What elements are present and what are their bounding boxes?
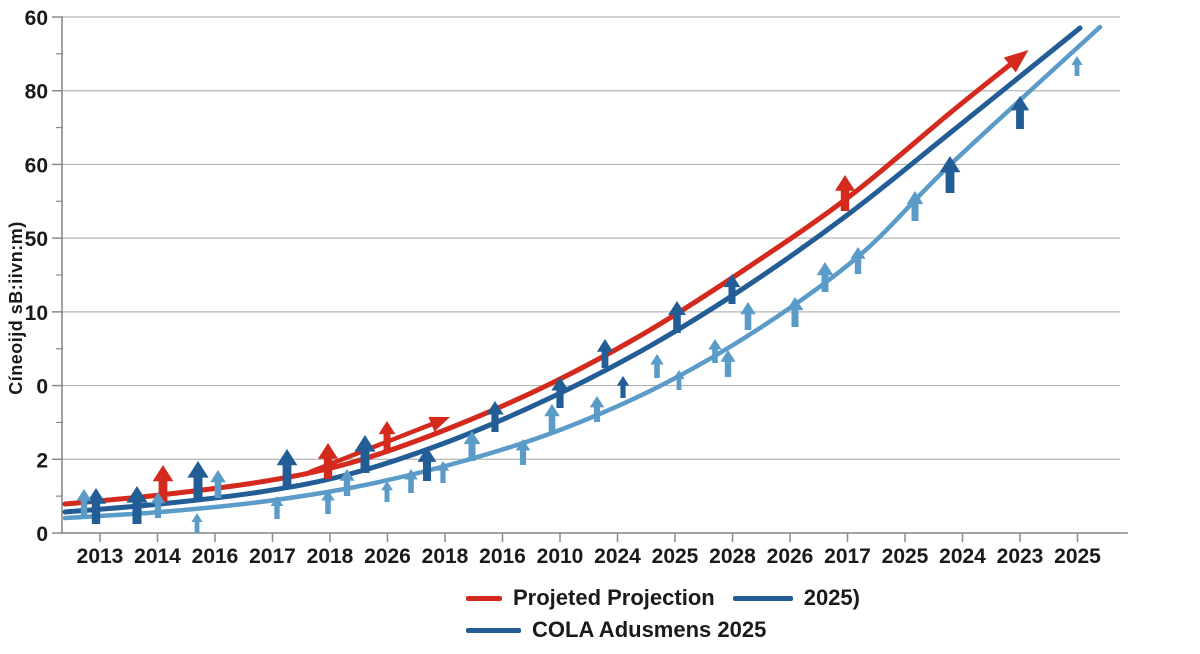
red-annotation-arrowhead — [428, 416, 450, 432]
arrow-marker-light-blue — [436, 461, 450, 483]
arrow-marker-dark-blue — [486, 401, 504, 432]
arrow-marker-red — [317, 443, 339, 479]
y-tick-label: 80 — [25, 81, 48, 104]
x-tick-label: 2017 — [824, 545, 871, 568]
arrow-marker-light-blue — [786, 297, 804, 327]
arrow-marker-light-blue — [339, 469, 355, 496]
x-tick-label: 2018 — [307, 545, 354, 568]
arrow-marker-light-blue — [708, 339, 722, 363]
y-axis-title: Cíneoijd sB:iivn:m) — [6, 221, 26, 395]
legend-item-2025: 2025) — [732, 585, 860, 611]
x-tick-label: 2013 — [77, 545, 124, 568]
y-tick-label: 10 — [25, 302, 48, 325]
arrow-marker-light-blue — [381, 481, 393, 502]
arrow-marker-dark-blue — [276, 449, 298, 486]
y-tick-label: 60 — [25, 7, 48, 30]
arrow-marker-light-blue — [589, 396, 605, 422]
series-curve-cola-adusmens-2025 — [62, 24, 1103, 521]
arrow-marker-light-blue — [720, 350, 736, 377]
legend: Projeted Projection 2025) COLA Adusmens … — [466, 582, 1166, 646]
arrow-marker-dark-blue — [417, 447, 437, 481]
arrow-marker-dark-blue — [126, 486, 148, 524]
arrow-marker-light-blue — [463, 431, 481, 461]
y-tick-label: 0 — [36, 523, 48, 546]
arrow-marker-dark-blue — [616, 376, 630, 398]
arrow-marker-light-blue — [650, 354, 664, 378]
legend-label-projected-projection: Projeted Projection — [513, 585, 715, 610]
legend-swatch-dark-blue-line — [732, 595, 793, 601]
x-tick-label: 2026 — [364, 545, 411, 568]
series-curve-projeted-projection — [62, 57, 1019, 507]
legend-item-cola-adjustments: COLA Adusmens 2025 — [466, 617, 766, 643]
arrow-marker-light-blue — [150, 492, 166, 518]
arrow-marker-light-blue — [816, 262, 834, 292]
y-tick-label: 50 — [25, 228, 48, 251]
arrow-marker-dark-blue — [1010, 96, 1030, 129]
x-tick-label: 2026 — [767, 545, 814, 568]
arrow-marker-light-blue — [740, 302, 756, 330]
arrow-marker-red — [834, 175, 856, 211]
arrow-marker-red — [152, 465, 174, 502]
arrow-marker-light-blue — [515, 439, 531, 465]
legend-label-cola-adjustments: COLA Adusmens 2025 — [532, 617, 767, 642]
legend-row-1: Projeted Projection 2025) — [466, 582, 1166, 614]
arrow-marker-light-blue — [404, 469, 418, 493]
y-tick-label: 60 — [25, 154, 48, 177]
x-tick-label: 2025 — [882, 545, 929, 568]
x-tick-label: 2016 — [192, 545, 239, 568]
arrow-marker-dark-blue — [596, 339, 614, 368]
x-tick-label: 2024 — [594, 545, 641, 568]
x-tick-label: 2023 — [997, 545, 1044, 568]
x-tick-label: 2024 — [939, 545, 986, 568]
arrow-marker-light-blue — [1071, 56, 1083, 76]
arrow-marker-dark-blue — [354, 435, 376, 473]
legend-label-2025: 2025) — [803, 585, 860, 610]
arrow-marker-dark-blue — [723, 274, 741, 304]
arrow-marker-light-blue — [270, 496, 284, 519]
x-tick-label: 2028 — [709, 545, 756, 568]
red-curve-arrowhead — [1003, 49, 1029, 73]
arrow-marker-light-blue — [76, 489, 92, 516]
legend-swatch-cola-line — [466, 627, 521, 633]
arrow-marker-light-blue — [191, 513, 203, 533]
arrow-marker-dark-blue — [939, 156, 961, 193]
legend-item-projected-projection: Projeted Projection — [466, 585, 715, 611]
series-curve-2025 — [62, 25, 1083, 515]
arrow-marker-red — [378, 421, 396, 451]
x-tick-label: 2014 — [134, 545, 181, 568]
arrow-marker-light-blue — [544, 404, 560, 432]
x-tick-label: 2018 — [422, 545, 469, 568]
arrow-marker-light-blue — [673, 370, 685, 390]
legend-row-2: COLA Adusmens 2025 — [466, 614, 1166, 646]
x-tick-label: 2016 — [479, 545, 526, 568]
arrow-marker-light-blue — [321, 490, 335, 514]
arrow-marker-dark-blue — [85, 488, 107, 524]
arrow-marker-dark-blue — [187, 461, 209, 499]
arrow-marker-light-blue — [906, 191, 924, 221]
x-tick-label: 2010 — [537, 545, 584, 568]
x-tick-label: 2025 — [652, 545, 699, 568]
arrow-marker-light-blue — [210, 470, 226, 498]
x-tick-label: 2017 — [249, 545, 296, 568]
arrow-marker-dark-blue — [551, 377, 569, 408]
legend-swatch-red-line — [466, 595, 502, 601]
arrow-marker-dark-blue — [668, 301, 686, 333]
y-tick-label: 0 — [36, 376, 48, 399]
y-tick-label: 2 — [36, 449, 48, 472]
x-tick-label: 2025 — [1054, 545, 1101, 568]
arrow-marker-light-blue — [850, 247, 866, 274]
